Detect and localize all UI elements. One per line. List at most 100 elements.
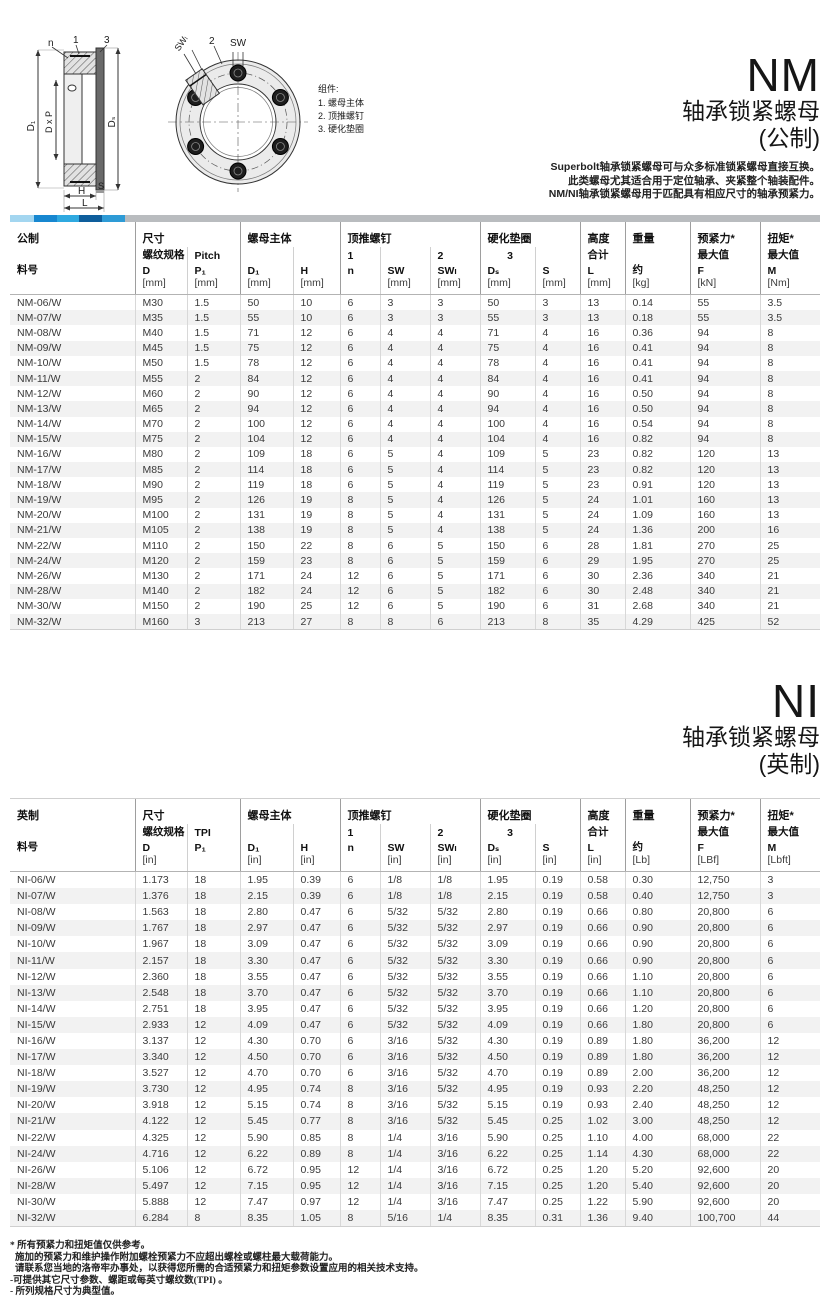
header-cell: [Nm] — [759, 277, 820, 295]
cell: 4 — [429, 446, 480, 463]
cell: 12 — [186, 1032, 240, 1050]
cell: 8 — [379, 613, 430, 631]
header-cell: D — [134, 839, 187, 854]
header-cell: [in] — [479, 854, 535, 872]
cell: 1/4 — [379, 1193, 430, 1210]
cell: 3.730 — [134, 1081, 187, 1098]
cell: 1.5 — [186, 340, 240, 356]
table-row: NM-10/W M50 1.5 78 12 6 4 4 78 4 16 0.41 94 8 — [10, 355, 820, 371]
cell: 94 — [689, 325, 760, 341]
header-cell: 3 — [479, 247, 535, 262]
legend-item-2: 2. 顶推螺钉 — [318, 110, 364, 121]
cell: 4.30 — [479, 1032, 535, 1050]
cell: 12 — [186, 1016, 240, 1033]
cell: 12 — [339, 1161, 380, 1178]
cell: 5 — [534, 492, 580, 508]
cell: NM-15/W — [17, 433, 62, 446]
cell: NI-32/W — [10, 1209, 135, 1228]
cell: 0.19 — [534, 936, 580, 953]
cell: 119 — [479, 477, 535, 493]
cell: 1.02 — [579, 1113, 625, 1130]
cell: 200 — [689, 522, 760, 538]
cell: NM-21/W — [17, 524, 62, 537]
cell: 1.36 — [624, 522, 690, 538]
cell: M55 — [134, 370, 187, 387]
cell: 0.19 — [534, 920, 580, 937]
cell: 8 — [339, 492, 380, 508]
cell: 0.25 — [534, 1193, 580, 1210]
cell: 55 — [689, 294, 760, 311]
cell: 1.09 — [624, 507, 690, 523]
cell: NM-32/W — [10, 613, 135, 631]
header-cell: 3 — [479, 824, 535, 839]
nm-table-wrap: 公制 尺寸 螺母主体 顶推螺钉 硬化垫圈 高度 重量 预紧力* 扭矩* 螺纹规格… — [10, 222, 820, 631]
cell: 16 — [579, 355, 625, 371]
cell: 3 — [379, 294, 430, 311]
header-cell: 合计 — [579, 247, 625, 262]
cell: 48,250 — [689, 1113, 760, 1130]
cell: 19 — [292, 522, 340, 538]
cell: 68,000 — [689, 1129, 760, 1146]
header-cell — [10, 824, 135, 839]
cell: 3.70 — [239, 984, 293, 1001]
cell: 213 — [479, 613, 535, 631]
cell: 1.20 — [579, 1161, 625, 1178]
cell: 9.40 — [624, 1209, 690, 1228]
cell: 4 — [379, 370, 430, 387]
header-cell: Dₛ — [479, 262, 535, 277]
cell: 24 — [292, 583, 340, 599]
cell: 6 — [534, 553, 580, 569]
nm-description-line: Superbolt轴承锁紧螺母可与众多标准锁紧螺母直接互换。 — [550, 161, 821, 173]
cell: 4 — [429, 477, 480, 493]
cell: 1.80 — [624, 1049, 690, 1066]
cell: 120 — [689, 462, 760, 478]
header-cell: [mm] — [134, 277, 187, 295]
cell: 92,600 — [689, 1193, 760, 1210]
bar-segment — [34, 215, 57, 222]
cell: 7.15 — [239, 1177, 293, 1194]
cell: 120 — [689, 446, 760, 463]
header-cell: [in] — [292, 854, 340, 872]
table-row: NM-17/W M85 2 114 18 6 5 4 114 5 23 0.82 120 13 — [10, 462, 820, 478]
cell: 12 — [339, 598, 380, 614]
cell: 19 — [292, 507, 340, 523]
cell: 6 — [339, 1049, 380, 1066]
header-cell: [mm] — [292, 277, 340, 295]
cell: M85 — [134, 462, 187, 478]
header-group-row: 英制 尺寸 螺母主体 顶推螺钉 硬化垫圈 高度 重量 预紧力* 扭矩* — [10, 799, 820, 824]
cell: 8 — [759, 340, 820, 356]
cell: 36,200 — [689, 1049, 760, 1066]
cell: NI-06/W — [17, 874, 56, 887]
cell: 4.70 — [479, 1065, 535, 1082]
cell: 1.22 — [579, 1193, 625, 1210]
cell: 2.80 — [479, 904, 535, 921]
cell: 12 — [339, 583, 380, 599]
header-cell: 扭矩* — [759, 222, 820, 247]
table-row: NM-11/W M55 2 84 12 6 4 4 84 4 16 0.41 94 8 — [10, 370, 820, 387]
cell: 6 — [759, 920, 820, 937]
cell: 94 — [689, 431, 760, 447]
header-symbol-row: 料号 D P₁ D₁ H n SW SWₗ Dₛ S L 约 F M — [10, 839, 820, 854]
cell: 55 — [689, 310, 760, 326]
cell: NI-14/W — [17, 1002, 56, 1015]
header-cell: 最大值 — [759, 247, 820, 262]
cell: 5.90 — [239, 1129, 293, 1146]
cell: 4 — [534, 431, 580, 447]
cell: 270 — [689, 538, 760, 554]
cell: 0.66 — [579, 984, 625, 1001]
header-cell: SW — [379, 839, 430, 854]
cell: 2.97 — [479, 920, 535, 937]
cell: 16 — [579, 386, 625, 402]
header-cell — [534, 247, 580, 262]
cell: 0.36 — [624, 325, 690, 341]
cell: NM-18/W — [17, 478, 62, 491]
cell: 13 — [759, 492, 820, 508]
cell: 3.5 — [759, 294, 820, 311]
table-row: NM-16/W M80 2 109 18 6 5 4 109 5 23 0.82 120 13 — [10, 446, 820, 463]
cell: 0.93 — [579, 1081, 625, 1098]
cell: 6 — [759, 952, 820, 969]
cell: 1.10 — [579, 1129, 625, 1146]
cell: 1.14 — [579, 1145, 625, 1162]
cell: 340 — [689, 583, 760, 599]
cell: 114 — [479, 462, 535, 478]
